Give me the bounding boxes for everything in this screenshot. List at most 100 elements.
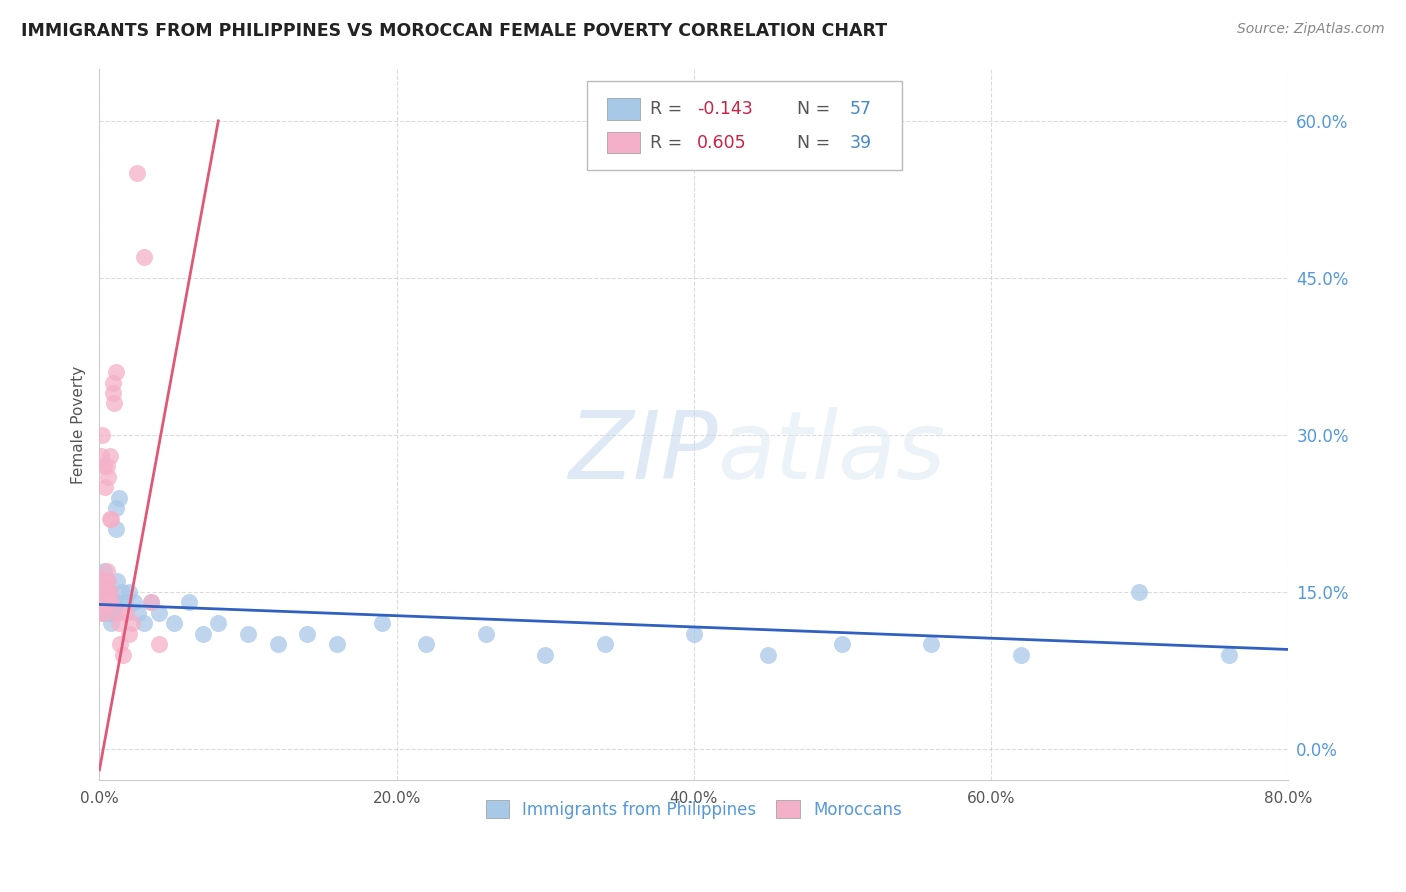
Point — [534, 648, 557, 662]
Point — [100, 511, 122, 525]
Y-axis label: Female Poverty: Female Poverty — [72, 366, 86, 483]
Point — [96, 585, 118, 599]
Point — [96, 459, 118, 474]
Point — [148, 637, 170, 651]
Point — [97, 574, 120, 589]
Point — [1010, 648, 1032, 662]
Point — [132, 616, 155, 631]
Text: 39: 39 — [849, 134, 872, 152]
Point — [177, 595, 200, 609]
Point — [474, 626, 496, 640]
Point — [107, 491, 129, 505]
Text: N =: N = — [786, 100, 837, 118]
Point — [93, 606, 115, 620]
Point — [90, 449, 112, 463]
Point — [103, 595, 125, 609]
Point — [93, 564, 115, 578]
Text: IMMIGRANTS FROM PHILIPPINES VS MOROCCAN FEMALE POVERTY CORRELATION CHART: IMMIGRANTS FROM PHILIPPINES VS MOROCCAN … — [21, 22, 887, 40]
Point — [96, 574, 118, 589]
FancyBboxPatch shape — [607, 98, 640, 120]
Point — [94, 606, 117, 620]
Point — [326, 637, 349, 651]
Point — [94, 595, 117, 609]
Text: -0.143: -0.143 — [697, 100, 754, 118]
Point — [91, 574, 114, 589]
Point — [141, 595, 163, 609]
Point — [91, 574, 114, 589]
Point — [100, 606, 122, 620]
Point — [93, 459, 115, 474]
Point — [127, 606, 149, 620]
Point — [112, 648, 135, 662]
Point — [93, 606, 115, 620]
Point — [105, 595, 128, 609]
Point — [90, 595, 112, 609]
Point — [103, 396, 125, 410]
Point — [96, 606, 118, 620]
Point — [107, 616, 129, 631]
Point — [97, 585, 120, 599]
Point — [236, 626, 259, 640]
Text: R =: R = — [650, 100, 688, 118]
Point — [101, 606, 124, 620]
Point — [1128, 585, 1150, 599]
Point — [122, 595, 145, 609]
Point — [96, 564, 118, 578]
Point — [96, 585, 118, 599]
Point — [110, 637, 132, 651]
Point — [98, 449, 121, 463]
Point — [118, 626, 141, 640]
Point — [100, 595, 122, 609]
Point — [682, 626, 704, 640]
Point — [415, 637, 437, 651]
Point — [90, 606, 112, 620]
Point — [93, 595, 115, 609]
Point — [97, 469, 120, 483]
Point — [163, 616, 186, 631]
Point — [97, 595, 120, 609]
Point — [105, 606, 128, 620]
Point — [103, 606, 125, 620]
Point — [1218, 648, 1240, 662]
Point — [297, 626, 319, 640]
Point — [207, 616, 229, 631]
Legend: Immigrants from Philippines, Moroccans: Immigrants from Philippines, Moroccans — [479, 793, 908, 825]
Point — [94, 574, 117, 589]
Point — [756, 648, 779, 662]
Point — [100, 595, 122, 609]
Point — [132, 250, 155, 264]
Point — [101, 386, 124, 401]
Text: 57: 57 — [849, 100, 872, 118]
Point — [94, 595, 117, 609]
Point — [91, 428, 114, 442]
Point — [97, 606, 120, 620]
Point — [831, 637, 853, 651]
Point — [118, 585, 141, 599]
Point — [101, 595, 124, 609]
Point — [370, 616, 392, 631]
Point — [267, 637, 290, 651]
Text: R =: R = — [650, 134, 688, 152]
Point — [98, 595, 121, 609]
Point — [114, 595, 136, 609]
Point — [121, 616, 143, 631]
Point — [125, 166, 148, 180]
Point — [97, 595, 120, 609]
Point — [104, 522, 127, 536]
Point — [90, 595, 112, 609]
Text: atlas: atlas — [717, 408, 946, 499]
Point — [98, 585, 121, 599]
Point — [593, 637, 616, 651]
Point — [115, 606, 138, 620]
Point — [98, 606, 121, 620]
Point — [104, 501, 127, 516]
Point — [96, 595, 118, 609]
Point — [93, 585, 115, 599]
Point — [920, 637, 942, 651]
Point — [105, 574, 128, 589]
FancyBboxPatch shape — [586, 80, 901, 169]
Point — [91, 595, 114, 609]
FancyBboxPatch shape — [607, 132, 640, 153]
Text: N =: N = — [786, 134, 837, 152]
Point — [91, 595, 114, 609]
